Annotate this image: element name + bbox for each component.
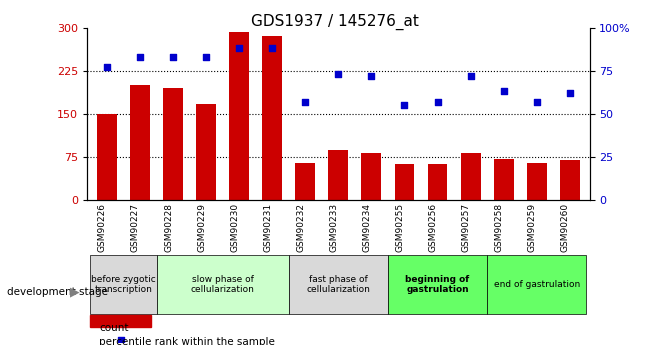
Text: GSM90260: GSM90260 (561, 203, 570, 252)
Text: ▶: ▶ (70, 285, 80, 298)
Text: before zygotic
transcription: before zygotic transcription (91, 275, 156, 294)
Point (168, 54, 178, 60)
Point (333, 71, 344, 77)
Text: GSM90227: GSM90227 (131, 203, 140, 252)
Bar (427, 164, 448, 200)
Text: end of gastrulation: end of gastrulation (494, 280, 580, 289)
Bar (130, 85, 150, 200)
Text: beginning of
gastrulation: beginning of gastrulation (405, 275, 470, 294)
Point (201, 54, 212, 60)
Point (531, 99, 542, 105)
Bar (97, 114, 117, 200)
Point (366, 73, 377, 79)
Point (498, 89, 509, 94)
Text: GSM90234: GSM90234 (362, 203, 371, 252)
Point (115, 337, 126, 343)
Bar (362, 153, 381, 200)
Bar (328, 149, 348, 200)
Text: GSM90257: GSM90257 (462, 203, 470, 252)
Text: GSM90228: GSM90228 (164, 203, 173, 252)
Bar (527, 163, 547, 200)
Text: GSM90230: GSM90230 (230, 203, 239, 252)
Bar (163, 88, 183, 200)
Text: development stage: development stage (7, 287, 108, 296)
Point (234, 46, 245, 51)
Bar (90, 315, 151, 327)
Text: GSM90232: GSM90232 (296, 203, 306, 252)
Bar (196, 104, 216, 200)
Bar (229, 32, 249, 200)
Bar (263, 36, 282, 200)
Bar (295, 163, 315, 200)
Point (564, 90, 575, 96)
Text: count: count (99, 323, 129, 333)
Text: GDS1937 / 145276_at: GDS1937 / 145276_at (251, 14, 419, 30)
FancyBboxPatch shape (487, 255, 586, 314)
Text: fast phase of
cellularization: fast phase of cellularization (306, 275, 371, 294)
Point (267, 46, 277, 51)
Point (465, 73, 476, 79)
Text: slow phase of
cellularization: slow phase of cellularization (191, 275, 255, 294)
Bar (560, 160, 580, 200)
Bar (395, 165, 414, 200)
Text: GSM90229: GSM90229 (197, 203, 206, 252)
FancyBboxPatch shape (157, 255, 289, 314)
Text: GSM90255: GSM90255 (395, 203, 405, 252)
Point (432, 99, 443, 105)
Text: GSM90259: GSM90259 (528, 203, 537, 252)
Point (399, 102, 410, 108)
Point (102, 65, 113, 70)
Text: GSM90256: GSM90256 (429, 203, 438, 252)
Text: GSM90258: GSM90258 (494, 203, 504, 252)
Text: GSM90231: GSM90231 (263, 203, 272, 252)
FancyBboxPatch shape (289, 255, 388, 314)
Point (135, 54, 145, 60)
Text: percentile rank within the sample: percentile rank within the sample (99, 337, 275, 345)
Bar (461, 153, 480, 200)
FancyBboxPatch shape (90, 255, 157, 314)
FancyBboxPatch shape (388, 255, 487, 314)
Text: GSM90226: GSM90226 (98, 203, 107, 252)
Text: GSM90233: GSM90233 (330, 203, 338, 252)
Point (300, 99, 311, 105)
Bar (494, 159, 514, 200)
